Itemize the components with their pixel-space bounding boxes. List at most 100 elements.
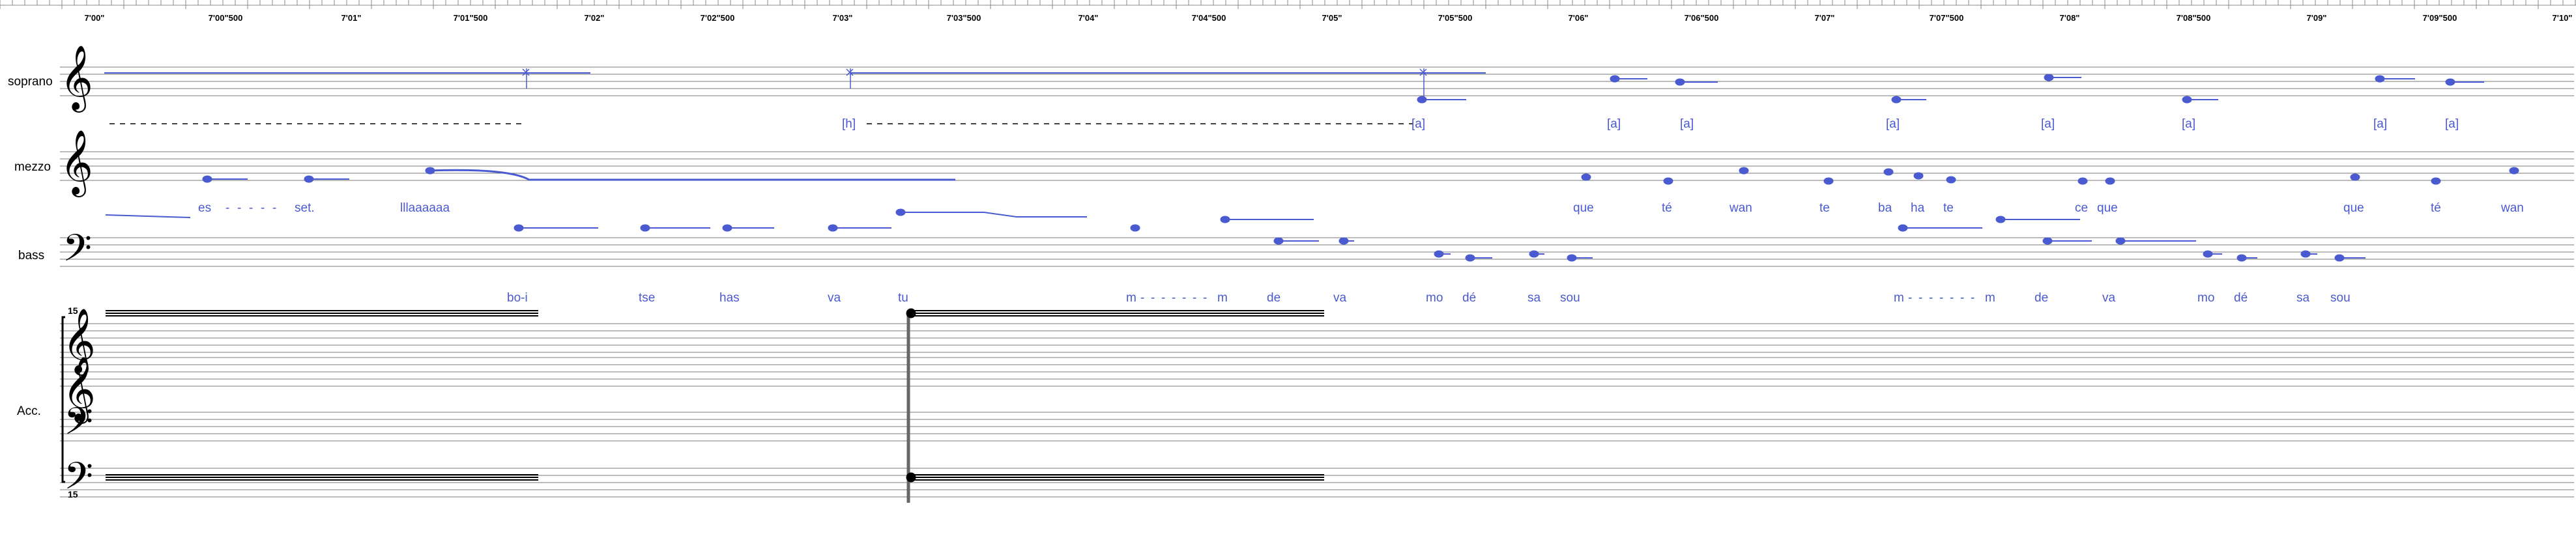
time-label-3: 7'01"500 bbox=[454, 13, 488, 23]
lyric-syllable: va bbox=[1333, 291, 1347, 305]
time-label-2: 7'01" bbox=[341, 13, 362, 23]
lyric-syllable: - bbox=[1950, 291, 1954, 305]
lyric-syllable: - bbox=[1203, 291, 1207, 305]
lyric-syllable: que bbox=[2097, 201, 2118, 215]
time-label-6: 7'03" bbox=[833, 13, 853, 23]
lyric-syllable: te bbox=[1943, 201, 1954, 215]
lyric-syllable: [a] bbox=[1607, 117, 1621, 131]
lyric-syllable: mo bbox=[1426, 291, 1443, 305]
lyric-syllable: bo-i bbox=[507, 291, 528, 305]
lyric-syllable: m bbox=[1217, 291, 1228, 305]
time-label-9: 7'04"500 bbox=[1192, 13, 1226, 23]
treble-clef-icon: 𝄞 bbox=[60, 130, 93, 197]
lyric-syllable: - bbox=[1918, 291, 1922, 305]
accordion-clusters bbox=[106, 308, 1324, 503]
lyric-syllable: va bbox=[2102, 291, 2116, 305]
lyric-syllable: de bbox=[1267, 291, 1281, 305]
lyric-syllable: - bbox=[1908, 291, 1912, 305]
octave-mark: 15 bbox=[68, 489, 78, 500]
lyric-syllable: - bbox=[261, 201, 265, 215]
lyric-syllable: - bbox=[249, 201, 253, 215]
lyric-syllable: que bbox=[2343, 201, 2364, 215]
lyric-syllable: - bbox=[272, 201, 276, 215]
octave-mark: 15 bbox=[68, 305, 78, 316]
time-label-5: 7'02"500 bbox=[701, 13, 735, 23]
time-label-16: 7'08" bbox=[2060, 13, 2080, 23]
lyric-syllable: wan bbox=[1729, 201, 1752, 215]
time-label-14: 7'07" bbox=[1815, 13, 1835, 23]
lyric-syllable: [a] bbox=[2182, 117, 2195, 131]
lyric-syllable: - bbox=[1172, 291, 1176, 305]
time-label-11: 7'05"500 bbox=[1438, 13, 1473, 23]
lyric-syllable: set. bbox=[295, 201, 315, 215]
time-label-19: 7'09"500 bbox=[2423, 13, 2457, 23]
lyric-syllable: va bbox=[828, 291, 841, 305]
lyric-syllable: sa bbox=[2296, 291, 2310, 305]
lyric-syllable: dé bbox=[2234, 291, 2248, 305]
lyric-syllable: [a] bbox=[1411, 117, 1425, 131]
lyric-syllable: - bbox=[1161, 291, 1165, 305]
lyric-syllable: te bbox=[1819, 201, 1830, 215]
lyric-syllable: - bbox=[237, 201, 241, 215]
staff-label-soprano: soprano bbox=[8, 75, 53, 89]
time-label-4: 7'02" bbox=[585, 13, 605, 23]
time-label-8: 7'04" bbox=[1078, 13, 1099, 23]
bass-clef-icon: 𝄢 bbox=[64, 454, 93, 507]
lyric-syllable: té bbox=[1662, 201, 1672, 215]
lyric-syllable: [a] bbox=[2445, 117, 2459, 131]
lyric-syllable: tu bbox=[898, 291, 908, 305]
lyric-syllable: - bbox=[1193, 291, 1196, 305]
staff-label-mezzo: mezzo bbox=[14, 160, 51, 174]
lyric-syllable: [a] bbox=[2373, 117, 2387, 131]
time-label-17: 7'08"500 bbox=[2177, 13, 2211, 23]
lyric-syllable: [a] bbox=[1886, 117, 1900, 131]
lyric-syllable: - bbox=[225, 201, 229, 215]
time-label-12: 7'06" bbox=[1569, 13, 1589, 23]
treble-clef-icon: 𝄞 bbox=[63, 356, 96, 424]
time-label-7: 7'03"500 bbox=[947, 13, 981, 23]
lyric-syllable: dé bbox=[1462, 291, 1476, 305]
lyric-syllable: has bbox=[719, 291, 740, 305]
staff-label-accordion: Acc. bbox=[17, 404, 41, 418]
soprano-notes bbox=[104, 68, 2484, 104]
accordion-brace bbox=[61, 316, 65, 483]
lyric-syllable: - bbox=[1929, 291, 1933, 305]
lyric-syllable: [a] bbox=[2041, 117, 2055, 131]
lyric-syllable: de bbox=[2034, 291, 2048, 305]
treble-clef-icon: 𝄞 bbox=[60, 45, 93, 113]
lyric-syllable: té bbox=[2431, 201, 2441, 215]
time-label-0: 7'00" bbox=[85, 13, 105, 23]
lyric-syllable: ba bbox=[1878, 201, 1892, 215]
bass-lyrics: bo-i tse has va tu m - - - - - - - m de … bbox=[507, 291, 2351, 305]
lyric-syllable: que bbox=[1573, 201, 1594, 215]
timeline-ruler: 7'00" 7'00"500 7'01" 7'01"500 7'02" 7'02… bbox=[0, 0, 2576, 23]
lyric-syllable: tse bbox=[639, 291, 655, 305]
soprano-lyrics: [h] [a] [a] [a] [a] [a] [a] [a] [a] bbox=[842, 117, 2459, 131]
lyric-syllable: wan bbox=[2500, 201, 2524, 215]
lyric-syllable: - bbox=[1151, 291, 1155, 305]
lyric-syllable: lllaaaaaa bbox=[400, 201, 450, 215]
lyric-syllable: ha bbox=[1911, 201, 1925, 215]
time-label-1: 7'00"500 bbox=[209, 13, 243, 23]
lyric-syllable: sou bbox=[1560, 291, 1580, 305]
lyric-syllable: m bbox=[1894, 291, 1904, 305]
lyric-syllable: m bbox=[1126, 291, 1136, 305]
time-label-18: 7'09" bbox=[2307, 13, 2327, 23]
mezzo-notes bbox=[105, 167, 2519, 218]
lyric-syllable: - bbox=[1960, 291, 1964, 305]
time-label-13: 7'06"500 bbox=[1685, 13, 1719, 23]
lyric-syllable: sou bbox=[2330, 291, 2351, 305]
lyric-syllable: - bbox=[1971, 291, 1975, 305]
lyric-syllable: mo bbox=[2197, 291, 2214, 305]
lyric-syllable: - bbox=[1182, 291, 1186, 305]
lyric-syllable: [a] bbox=[1680, 117, 1694, 131]
bass-clef-icon: 𝄢 bbox=[63, 226, 92, 279]
lyric-syllable: - bbox=[1939, 291, 1943, 305]
lyric-syllable: ce bbox=[2075, 201, 2088, 215]
staff-label-bass: bass bbox=[18, 249, 44, 262]
lyric-syllable: [h] bbox=[842, 117, 856, 131]
time-label-10: 7'05" bbox=[1322, 13, 1342, 23]
lyric-syllable: - bbox=[1140, 291, 1144, 305]
treble-clef-icon: 𝄞 bbox=[63, 308, 96, 376]
